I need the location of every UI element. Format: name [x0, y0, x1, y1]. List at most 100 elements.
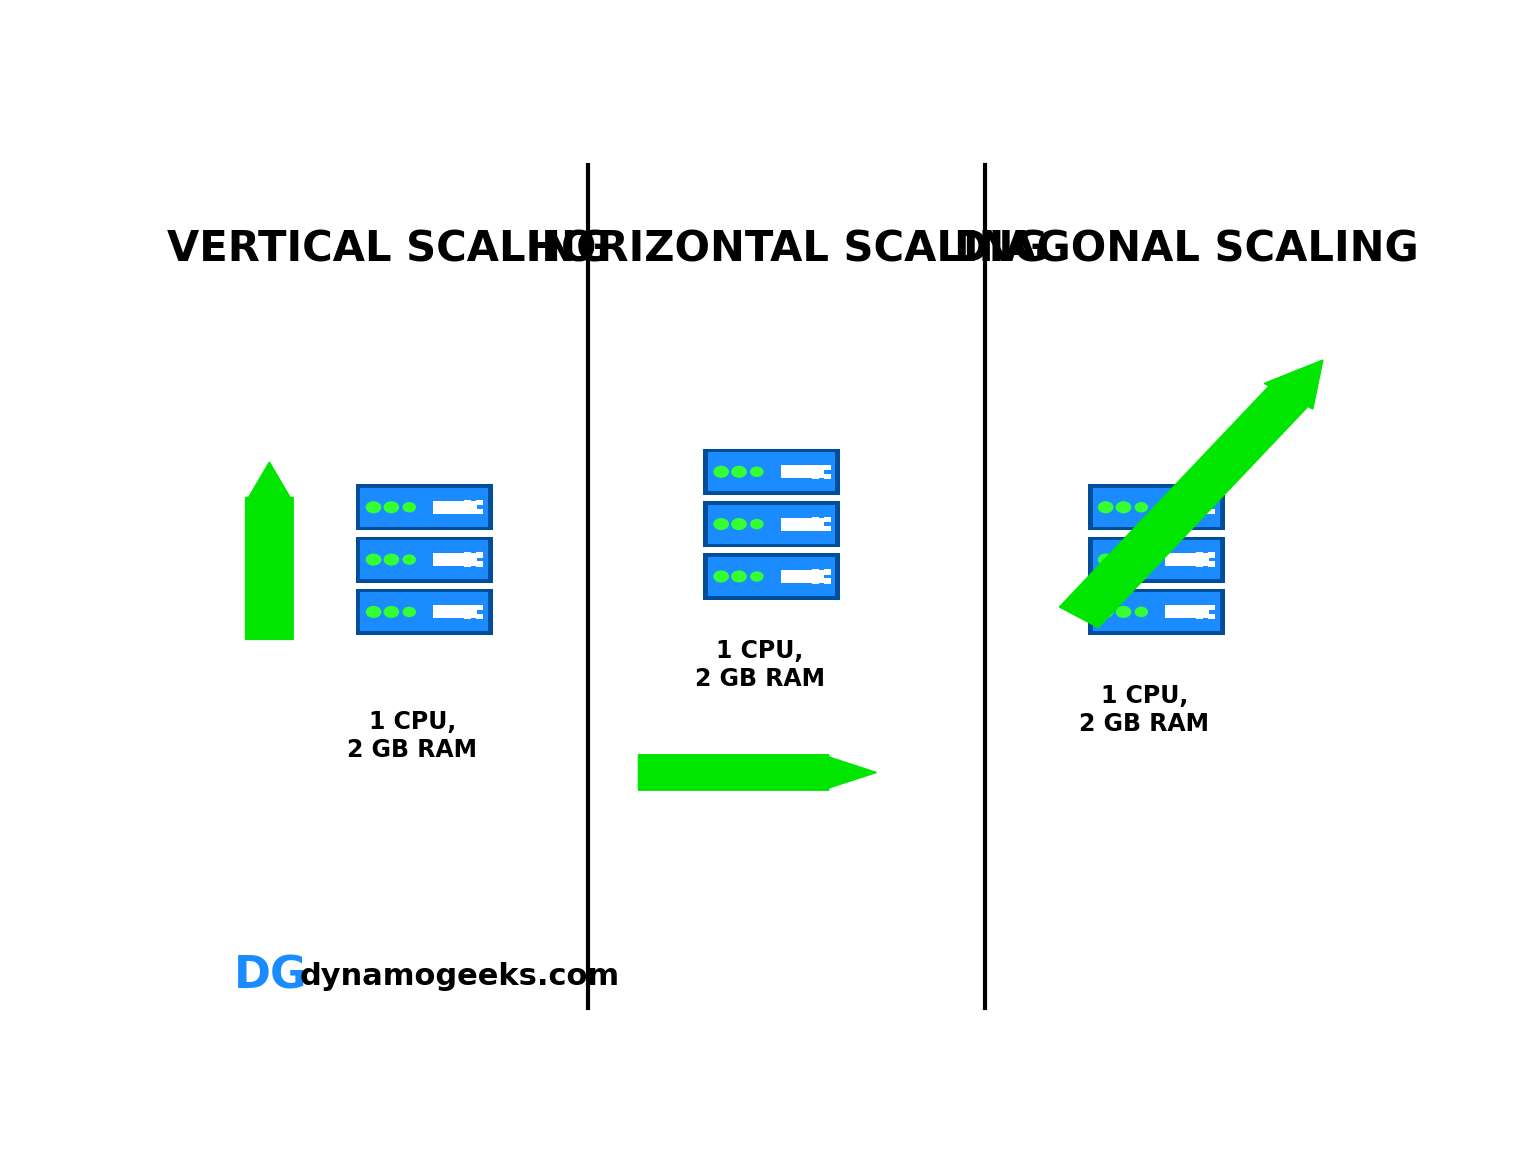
Circle shape	[1135, 502, 1147, 511]
Circle shape	[367, 607, 381, 617]
Circle shape	[751, 571, 763, 581]
Bar	[1087, 484, 1224, 530]
Bar	[780, 570, 825, 583]
Bar	[703, 501, 840, 547]
Bar	[811, 569, 819, 575]
Bar	[1207, 614, 1215, 619]
Text: HORIZONTAL SCALING: HORIZONTAL SCALING	[527, 228, 1048, 270]
Circle shape	[751, 520, 763, 529]
Circle shape	[402, 502, 415, 511]
Bar	[1197, 509, 1203, 514]
Circle shape	[384, 502, 398, 513]
Circle shape	[1117, 607, 1130, 617]
Circle shape	[714, 518, 728, 530]
Circle shape	[367, 502, 381, 513]
Bar	[703, 449, 840, 495]
Circle shape	[384, 554, 398, 564]
Bar	[1087, 589, 1224, 635]
Bar	[1166, 553, 1209, 566]
Bar	[433, 606, 476, 619]
Circle shape	[402, 607, 415, 616]
Circle shape	[731, 467, 746, 477]
Bar	[1166, 606, 1209, 619]
Bar	[433, 553, 476, 566]
Circle shape	[367, 554, 381, 564]
Bar	[1092, 592, 1220, 631]
Bar	[1197, 605, 1203, 611]
Bar	[476, 605, 482, 611]
Bar	[1197, 553, 1203, 558]
Bar	[708, 556, 836, 596]
Bar	[356, 537, 493, 583]
Bar	[1207, 605, 1215, 611]
Circle shape	[1098, 554, 1112, 564]
FancyArrow shape	[1060, 359, 1322, 628]
Bar	[1207, 500, 1215, 506]
Bar	[476, 614, 482, 619]
Bar	[1092, 540, 1220, 579]
Bar	[464, 605, 472, 611]
Circle shape	[731, 571, 746, 582]
Bar	[780, 465, 825, 478]
Bar	[823, 578, 831, 584]
Bar	[1197, 561, 1203, 567]
Bar	[356, 484, 493, 530]
Bar	[1092, 487, 1220, 526]
Bar	[1087, 537, 1224, 583]
Text: DG: DG	[233, 955, 307, 998]
Bar	[811, 464, 819, 470]
Bar	[356, 589, 493, 635]
Bar	[361, 487, 488, 526]
Circle shape	[1117, 502, 1130, 513]
Bar	[1207, 561, 1215, 567]
Bar	[811, 473, 819, 479]
Bar	[464, 561, 472, 567]
Text: DIAGONAL SCALING: DIAGONAL SCALING	[954, 228, 1418, 270]
Bar	[1207, 509, 1215, 514]
Text: dynamogeeks.com: dynamogeeks.com	[300, 962, 619, 991]
Circle shape	[751, 468, 763, 476]
Bar	[476, 509, 482, 514]
Circle shape	[714, 571, 728, 582]
Bar	[361, 592, 488, 631]
Circle shape	[1117, 554, 1130, 564]
Bar	[708, 453, 836, 491]
Circle shape	[1135, 555, 1147, 564]
Bar	[476, 561, 482, 567]
Bar	[780, 517, 825, 531]
Circle shape	[1098, 502, 1112, 513]
Bar	[476, 553, 482, 558]
Circle shape	[1135, 607, 1147, 616]
Bar	[823, 525, 831, 531]
Circle shape	[384, 607, 398, 617]
Bar	[811, 517, 819, 522]
Bar	[1197, 614, 1203, 619]
Text: 1 CPU,
2 GB RAM: 1 CPU, 2 GB RAM	[694, 639, 825, 691]
Bar	[1207, 553, 1215, 558]
Bar	[1166, 501, 1209, 514]
Bar	[464, 509, 472, 514]
Text: 1 CPU,
2 GB RAM: 1 CPU, 2 GB RAM	[347, 711, 478, 763]
Circle shape	[402, 555, 415, 564]
Bar	[1197, 500, 1203, 506]
Bar	[708, 505, 836, 544]
Bar	[464, 553, 472, 558]
Bar	[476, 500, 482, 506]
Bar	[823, 464, 831, 470]
Bar	[703, 553, 840, 599]
Circle shape	[1098, 607, 1112, 617]
Bar	[811, 525, 819, 531]
FancyArrow shape	[246, 462, 293, 639]
Text: 1 CPU,
2 GB RAM: 1 CPU, 2 GB RAM	[1080, 684, 1209, 736]
Bar	[464, 500, 472, 506]
FancyArrow shape	[639, 755, 877, 790]
Bar	[823, 517, 831, 522]
Bar	[464, 614, 472, 619]
Bar	[823, 569, 831, 575]
Bar	[811, 578, 819, 584]
Circle shape	[731, 518, 746, 530]
Text: VERTICAL SCALING: VERTICAL SCALING	[167, 228, 610, 270]
Circle shape	[714, 467, 728, 477]
Bar	[433, 501, 476, 514]
Bar	[823, 473, 831, 479]
